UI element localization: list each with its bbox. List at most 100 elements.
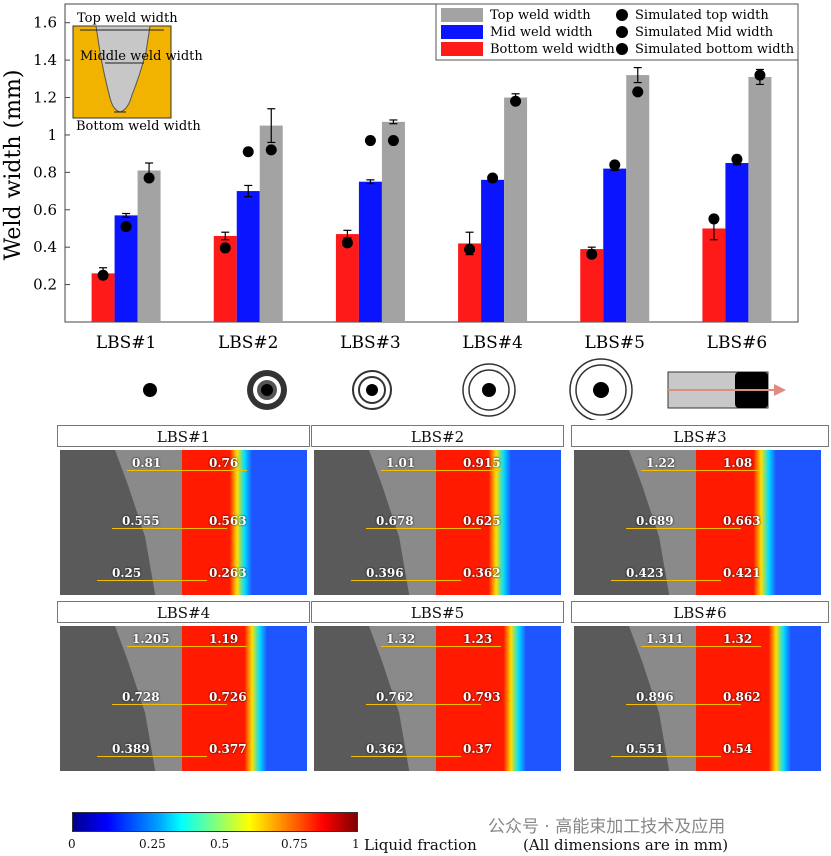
exp-width-label: 1.22 <box>646 456 676 470</box>
inset-bottom-label: Bottom weld width <box>76 119 201 134</box>
sim-width-label: 0.76 <box>209 456 239 470</box>
bar-bottom-weld-width <box>91 273 115 322</box>
exp-width-label: 1.311 <box>646 632 684 646</box>
colorbar-tick-label: 0.75 <box>281 837 308 851</box>
legend-sim-bottom: Simulated bottom width <box>635 42 795 57</box>
exp-width-label: 1.01 <box>386 456 416 470</box>
bar-top-weld-width <box>137 170 161 322</box>
simulated-point <box>464 243 476 255</box>
simulated-point <box>586 248 598 260</box>
y-axis-label: Weld width (mm) <box>1 70 26 261</box>
sim-width-label: 0.54 <box>723 742 753 756</box>
y-tick-label: 0.6 <box>33 201 57 219</box>
simulated-point <box>120 221 132 233</box>
sim-width-label: 0.625 <box>463 514 501 528</box>
legend-bottom: Bottom weld width <box>490 42 615 57</box>
simulated-point <box>632 86 644 98</box>
simulation-melt-pool <box>696 450 821 595</box>
sim-width-label: 0.563 <box>209 514 247 528</box>
bar-bottom-weld-width <box>213 235 237 322</box>
bar-bottom-weld-width <box>702 228 726 322</box>
y-tick-label: 0.2 <box>33 276 57 294</box>
bar-top-weld-width <box>748 76 772 322</box>
x-axis-labels: LBS#1 LBS#2 LBS#3 LBS#4 LBS#5 LBS#6 <box>96 333 767 353</box>
y-tick-label: 0.4 <box>33 238 57 256</box>
y-tick-label: 1.2 <box>33 89 57 107</box>
x-tick-label: LBS#4 <box>462 333 523 353</box>
dimensions-note: (All dimensions are in mm) <box>523 836 729 854</box>
x-tick-label: LBS#5 <box>585 333 646 353</box>
sim-width-label: 0.37 <box>463 742 493 756</box>
simulation-melt-pool <box>436 450 561 595</box>
simulated-point <box>731 153 743 165</box>
exp-width-label: 0.81 <box>132 456 162 470</box>
bar-mid-weld-width <box>725 163 749 322</box>
colorbar-tick-label: 0.25 <box>139 837 166 851</box>
measure-arrow <box>127 646 247 647</box>
exp-width-label: 0.689 <box>636 514 674 528</box>
weld-schematic-inset: Top weld width Middle weld width Bottom … <box>72 11 203 134</box>
macrograph-image <box>314 626 436 771</box>
sim-width-label: 1.23 <box>463 632 493 646</box>
sim-width-label: 1.19 <box>209 632 239 646</box>
legend: Top weld width Mid weld width Bottom wel… <box>435 3 799 61</box>
simulated-points <box>97 69 766 281</box>
measure-arrow <box>381 646 501 647</box>
legend-sim-top: Simulated top width <box>635 8 769 23</box>
macrograph-image <box>60 450 182 595</box>
bar-mid-weld-width <box>236 191 260 322</box>
exp-width-label: 0.678 <box>376 514 414 528</box>
measure-arrow <box>611 756 721 757</box>
bar-bottom-weld-width <box>335 234 359 322</box>
bar-top-weld-width <box>381 121 405 322</box>
simulated-point <box>487 172 499 184</box>
plot-frame <box>64 3 799 323</box>
measure-arrow <box>626 528 741 529</box>
sim-width-label: 0.793 <box>463 690 501 704</box>
bar-series <box>91 66 772 323</box>
sim-width-label: 0.377 <box>209 742 247 756</box>
beam-icon-1 <box>143 383 157 397</box>
simulation-melt-pool <box>696 626 821 771</box>
panel-title: LBS#2 <box>311 425 564 447</box>
panel-title: LBS#6 <box>571 601 829 623</box>
exp-width-label: 0.389 <box>112 742 150 756</box>
macrograph-image <box>60 626 182 771</box>
legend-mid: Mid weld width <box>490 25 593 40</box>
bar-top-weld-width <box>626 75 650 322</box>
legend-top: Top weld width <box>490 8 591 23</box>
sim-width-label: 1.32 <box>723 632 753 646</box>
panel-title: LBS#3 <box>571 425 829 447</box>
bar-mid-weld-width <box>603 168 627 322</box>
watermark: 公众号 · 高能束加工技术及应用 <box>488 817 726 837</box>
exp-width-label: 1.32 <box>386 632 416 646</box>
exp-width-label: 0.25 <box>112 566 142 580</box>
bar-mid-weld-width <box>358 181 382 322</box>
sim-width-label: 0.362 <box>463 566 501 580</box>
simulation-melt-pool <box>182 450 307 595</box>
colorbar-tick-label: 0.5 <box>210 837 230 851</box>
bar-bottom-weld-width <box>580 249 604 322</box>
measure-arrow <box>351 580 461 581</box>
simulated-point <box>364 135 376 147</box>
bar-top-weld-width <box>504 97 528 322</box>
simulated-point <box>754 69 766 81</box>
beam-icon-2 <box>247 370 287 410</box>
exp-width-label: 0.896 <box>636 690 674 704</box>
colorbar-tick-label: 0 <box>68 837 76 851</box>
measure-arrow <box>626 704 741 705</box>
y-tick-label: 1 <box>47 126 57 144</box>
measure-arrow <box>641 646 761 647</box>
bar-top-weld-width <box>259 125 283 323</box>
measure-arrow <box>366 528 481 529</box>
simulated-point <box>387 135 399 147</box>
weld-width-bar-chart: Weld width (mm) 0.2 0.4 0.6 0.8 1 1.2 1.4 1.6 L… <box>1 3 799 420</box>
beam-shape-icons <box>143 358 786 420</box>
measure-arrow <box>351 756 461 757</box>
sim-width-label: 0.862 <box>723 690 761 704</box>
x-tick-label: LBS#3 <box>340 333 401 353</box>
exp-width-label: 1.205 <box>132 632 170 646</box>
measure-arrow <box>97 580 207 581</box>
beam-icon-3 <box>352 370 392 410</box>
measure-arrow <box>641 470 761 471</box>
